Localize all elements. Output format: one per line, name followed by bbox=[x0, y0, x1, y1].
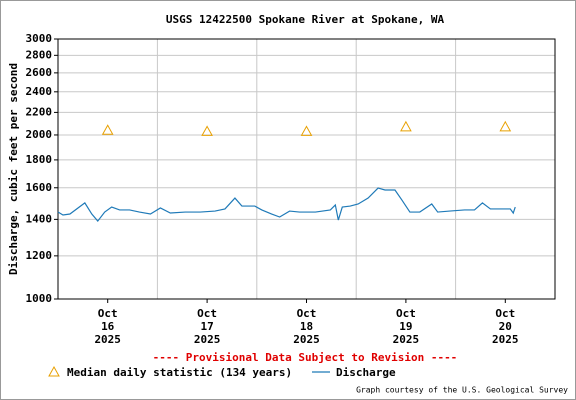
discharge-line bbox=[57, 187, 516, 223]
median-marker bbox=[400, 120, 412, 132]
legend-symbol bbox=[48, 365, 60, 377]
median-marker bbox=[101, 124, 114, 135]
annotation: ---- Provisional Data Subject to Revisio… bbox=[153, 351, 458, 364]
y-tick-label: 1800 bbox=[26, 153, 53, 166]
credit: Graph courtesy of the U.S. Geological Su… bbox=[356, 386, 568, 395]
y-tick-label: 1200 bbox=[26, 249, 53, 262]
y-tick-label: 1600 bbox=[26, 181, 53, 194]
y-tick-label: 2000 bbox=[26, 128, 53, 141]
y-tick-label: 2400 bbox=[26, 85, 53, 98]
y-tick-label: 1000 bbox=[26, 292, 53, 305]
chart-title: USGS 12422500 Spokane River at Spokane, … bbox=[166, 13, 445, 26]
x-tick-label: Oct 19 2025 bbox=[393, 307, 420, 346]
y-tick-label: 2600 bbox=[26, 66, 53, 79]
median-marker bbox=[201, 125, 213, 136]
median-marker bbox=[300, 125, 313, 136]
median-marker bbox=[499, 120, 512, 132]
x-tick-label: Oct 18 2025 bbox=[293, 307, 320, 346]
legend-label: Median daily statistic (134 years) bbox=[67, 366, 292, 379]
x-tick-label: Oct 17 2025 bbox=[194, 307, 221, 346]
y-tick-label: 1400 bbox=[26, 212, 53, 225]
legend-label: Discharge bbox=[336, 366, 396, 379]
y-tick-label: 2800 bbox=[26, 48, 53, 61]
plot-border bbox=[57, 38, 556, 300]
y-tick-label: 3000 bbox=[26, 32, 53, 45]
x-tick-label: Oct 20 2025 bbox=[492, 307, 519, 346]
y-axis-label: Discharge, cubic feet per second bbox=[7, 63, 20, 275]
x-tick-label: Oct 16 2025 bbox=[94, 307, 121, 346]
y-tick-label: 2200 bbox=[26, 105, 53, 118]
